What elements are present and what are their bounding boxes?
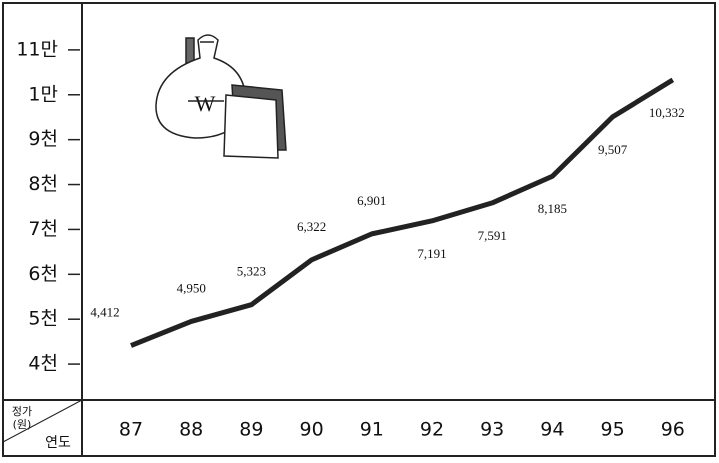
y-tick-label: 4천 xyxy=(28,353,58,375)
frame xyxy=(2,2,716,457)
value-label: 8,185 xyxy=(538,201,567,216)
x-tick-label: 93 xyxy=(480,419,504,441)
value-label: 7,191 xyxy=(417,246,446,261)
svg-text:W: W xyxy=(195,91,216,116)
y-tick-label: 6천 xyxy=(28,263,58,285)
x-tick-label: 91 xyxy=(360,419,384,441)
x-tick-label: 96 xyxy=(661,419,685,441)
value-label: 4,412 xyxy=(90,305,119,320)
corner-diagonal xyxy=(2,399,83,443)
y-tick-label: 8천 xyxy=(28,173,58,195)
value-label: 7,591 xyxy=(478,228,507,243)
value-label: 10,332 xyxy=(649,105,685,120)
y-tick-label: 11만 xyxy=(16,38,58,60)
y-tick-label: 9천 xyxy=(28,128,58,150)
y-label-line: 정가 xyxy=(12,405,32,418)
y-label-line: (원) xyxy=(13,418,32,431)
x-tick-label: 88 xyxy=(179,419,203,441)
x-tick-label: 95 xyxy=(601,419,625,441)
value-label: 5,323 xyxy=(237,264,266,279)
x-axis-label: 연도 xyxy=(45,435,71,451)
x-tick-label: 92 xyxy=(420,419,444,441)
value-label: 9,507 xyxy=(598,142,628,157)
x-tick-label: 89 xyxy=(239,419,263,441)
illustration: W xyxy=(155,34,287,159)
x-tick-label: 90 xyxy=(300,419,324,441)
y-tick-label: 1만 xyxy=(28,83,58,105)
y-tick-label: 7천 xyxy=(28,218,58,240)
value-label: 6,901 xyxy=(357,193,386,208)
x-tick-label: 94 xyxy=(540,419,564,441)
x-tick-label: 87 xyxy=(119,419,143,441)
value-label: 6,322 xyxy=(297,219,326,234)
y-tick-label: 5천 xyxy=(28,308,58,330)
data-line xyxy=(130,77,675,348)
value-label: 4,950 xyxy=(177,280,206,295)
